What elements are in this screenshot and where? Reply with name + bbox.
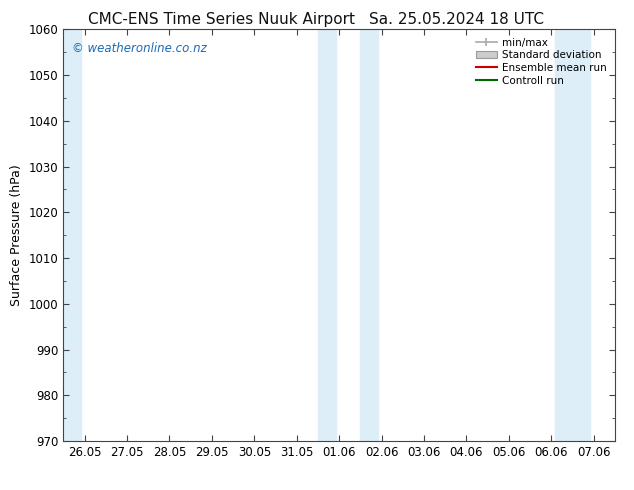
Bar [573, 29, 590, 441]
Text: CMC-ENS Time Series Nuuk Airport: CMC-ENS Time Series Nuuk Airport [88, 12, 356, 27]
Bar [63, 29, 81, 441]
Legend: min/max, Standard deviation, Ensemble mean run, Controll run: min/max, Standard deviation, Ensemble me… [473, 35, 610, 89]
Bar [360, 29, 378, 441]
Bar [555, 29, 573, 441]
Bar [318, 29, 336, 441]
Y-axis label: Surface Pressure (hPa): Surface Pressure (hPa) [10, 164, 23, 306]
Text: Sa. 25.05.2024 18 UTC: Sa. 25.05.2024 18 UTC [369, 12, 544, 27]
Text: © weatheronline.co.nz: © weatheronline.co.nz [72, 42, 207, 55]
